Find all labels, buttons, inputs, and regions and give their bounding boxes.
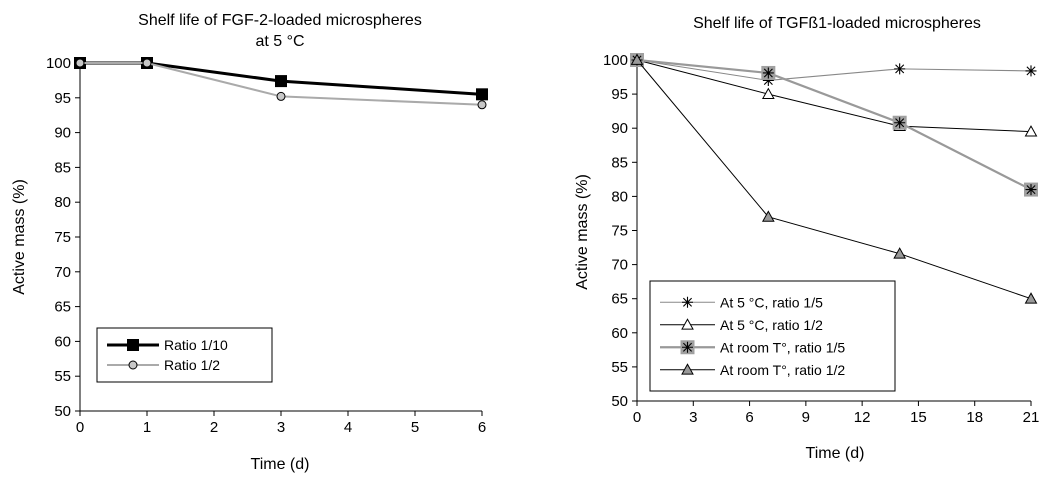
- chart2-plot: 50 55 60 65 70 75 80 85 90 95 100 0 3 6 9 12 15 18 21 At 5 …: [603, 52, 1039, 426]
- chart1-xtick-label: 6: [478, 419, 486, 436]
- chart1-ytick-label: 100: [46, 55, 71, 72]
- chart2-ytick-label: 70: [611, 257, 628, 274]
- chart1-legend-box: [96, 327, 273, 383]
- chart2-legend-label: At room T°, ratio 1/5: [720, 339, 845, 355]
- chart2-series-line: [636, 59, 1032, 82]
- chart1-ytick-label: 50: [54, 403, 71, 420]
- chart1-data-point: [276, 91, 286, 101]
- chart1-legend-marker: [128, 360, 138, 370]
- chart2-data-point: [761, 87, 775, 99]
- chart2-ytick-label: 100: [603, 52, 628, 69]
- chart2-data-point: [630, 53, 644, 65]
- chart1-ytick-label: 85: [54, 159, 71, 176]
- chart2-xtick-label: 12: [854, 409, 871, 426]
- chart2-data-point: [1024, 125, 1038, 137]
- chart1-ytick-label: 65: [54, 299, 71, 316]
- chart1-series-line: [80, 62, 483, 106]
- chart1-data-point: [75, 58, 85, 68]
- chart2-ytick-label: 90: [611, 120, 628, 137]
- chart2-series-line: [636, 59, 1032, 300]
- chart2-data-point: [893, 247, 907, 259]
- chart2-data-point: [761, 210, 775, 222]
- chart2-ytick-label: 60: [611, 325, 628, 342]
- chart2-legend-marker: [682, 296, 693, 308]
- chart2-data-point: [1024, 292, 1038, 304]
- chart1-xtick-label: 0: [76, 419, 84, 436]
- chart2-data-point: [761, 65, 776, 80]
- chart1-xtick-label: 1: [143, 419, 151, 436]
- chart2-ytick-label: 80: [611, 188, 628, 205]
- chart2-ytick-label: 95: [611, 86, 628, 103]
- chart1-data-point: [477, 100, 487, 110]
- chart2-xtick-label: 21: [1023, 409, 1039, 426]
- chart2-ylabel: Active mass (%): [574, 174, 591, 290]
- chart2-ytick-label: 85: [611, 154, 628, 171]
- chart1-subtitle: at 5 °C: [255, 33, 304, 50]
- chart2-xlabel: Time (d): [806, 445, 865, 462]
- chart2-legend-label: At room T°, ratio 1/2: [720, 362, 845, 378]
- chart1-title: Shelf life of FGF-2-loaded microspheres: [138, 12, 422, 29]
- chart2-legend-label: At 5 °C, ratio 1/5: [720, 294, 823, 310]
- chart2-ytick-label: 55: [611, 359, 628, 376]
- chart1-data-point: [476, 88, 488, 101]
- chart2-ytick-label: 65: [611, 291, 628, 308]
- chart2-data-point: [1025, 65, 1037, 77]
- chart1-legend: Ratio 1/10 Ratio 1/2: [96, 327, 273, 383]
- chart1-ytick-label: 60: [54, 333, 71, 350]
- chart1-xtick-label: 2: [210, 419, 218, 436]
- chart2-ytick-label: 50: [611, 393, 628, 410]
- chart2-legend-marker: [680, 340, 695, 355]
- chart2-xtick-label: 3: [689, 409, 697, 426]
- chart2-series-line: [636, 58, 1032, 191]
- chart2-legend-label: At 5 °C, ratio 1/2: [720, 317, 823, 333]
- chart1-xtick-label: 4: [344, 419, 352, 436]
- chart1-xlabel: Time (d): [251, 456, 310, 473]
- chart1-ytick-label: 70: [54, 264, 71, 281]
- chart1-plot: 50 55 60 65 70 75 80 85 90 95 100 0 1 2 3 4 5 6 Ratio 1/10…: [46, 55, 488, 436]
- chart2-xtick-label: 18: [966, 409, 983, 426]
- chart1-xtick-label: 3: [277, 419, 285, 436]
- chart2-xtick-label: 9: [802, 409, 810, 426]
- chart1-legend-label: Ratio 1/10: [164, 337, 228, 353]
- chart1-data-point: [142, 58, 152, 68]
- chart2-data-point: [892, 115, 907, 130]
- chart1-ytick-label: 80: [54, 194, 71, 211]
- chart1-legend-marker: [127, 339, 139, 351]
- chart1-data-point: [275, 75, 287, 88]
- chart2-legend: At 5 °C, ratio 1/5 At 5 °C, ratio 1/2 At r…: [649, 280, 896, 392]
- chart1-ylabel: Active mass (%): [11, 179, 28, 295]
- chart2-legend-marker: [681, 318, 694, 330]
- chart1-ytick-label: 75: [54, 229, 71, 246]
- chart2-ytick-label: 75: [611, 223, 628, 240]
- chart2-xtick-label: 0: [633, 409, 641, 426]
- chart2-series-line: [636, 59, 1032, 133]
- chart1-ytick-label: 55: [54, 368, 71, 385]
- chart2-xtick-label: 15: [910, 409, 927, 426]
- chart1-ytick-label: 90: [54, 125, 71, 142]
- chart1-legend-label: Ratio 1/2: [164, 357, 220, 373]
- chart2-data-point: [762, 74, 774, 86]
- chart2-legend-marker: [681, 363, 694, 375]
- chart1-xtick-label: 5: [411, 419, 419, 436]
- chart2-data-point: [1024, 182, 1038, 197]
- chart2-data-point: [894, 63, 906, 75]
- chart2-xtick-label: 6: [745, 409, 753, 426]
- chart1-ytick-label: 95: [54, 90, 71, 107]
- chart2-title: Shelf life of TGFß1-loaded microspheres: [693, 15, 981, 32]
